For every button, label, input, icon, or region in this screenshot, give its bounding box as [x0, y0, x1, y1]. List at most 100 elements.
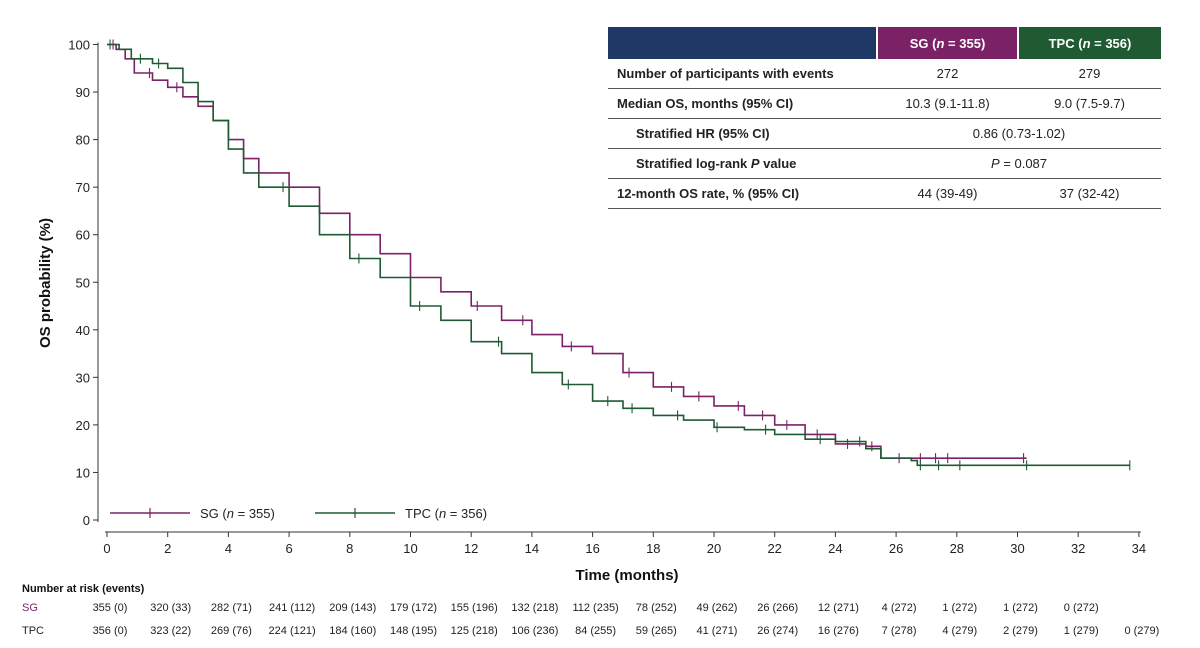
risk-cell-tpc: 269 (76): [211, 625, 252, 637]
risk-cell-sg: 26 (266): [757, 602, 798, 614]
risk-row-label-sg: SG: [22, 602, 38, 614]
x-tick-label: 2: [164, 541, 171, 556]
risk-cell-sg: 1 (272): [942, 602, 977, 614]
x-tick-label: 26: [889, 541, 903, 556]
risk-cell-tpc: 106 (236): [511, 625, 558, 637]
y-tick-label: 80: [76, 133, 90, 148]
x-tick-label: 28: [950, 541, 964, 556]
summary-label-median: Median OS, months (95% CI): [608, 88, 877, 119]
x-tick-label: 16: [585, 541, 599, 556]
risk-cell-tpc: 16 (276): [818, 625, 859, 637]
risk-cell-tpc: 224 (121): [269, 625, 316, 637]
y-axis-ticks: 0 10 20 30 40 50 60 70 80 90 100: [68, 38, 98, 528]
x-tick-label: 4: [225, 541, 232, 556]
risk-cell-sg: 4 (272): [882, 602, 917, 614]
risk-cell-sg: 78 (252): [636, 602, 677, 614]
risk-cell-tpc: 84 (255): [575, 625, 616, 637]
summary-value-median-tpc: 9.0 (7.5-9.7): [1018, 88, 1161, 119]
risk-cell-tpc: 2 (279): [1003, 625, 1038, 637]
risk-cell-sg: 320 (33): [150, 602, 191, 614]
series-lines: [107, 43, 1130, 467]
risk-cell-sg: 132 (218): [511, 602, 558, 614]
x-tick-label: 20: [707, 541, 721, 556]
risk-cell-sg: 112 (235): [572, 602, 618, 614]
x-tick-label: 10: [403, 541, 417, 556]
summary-row-events: Number of participants with events 272 2…: [608, 59, 1161, 89]
x-tick-label: 0: [103, 541, 110, 556]
y-tick-label: 50: [76, 275, 90, 290]
risk-cell-tpc: 323 (22): [150, 625, 191, 637]
summary-value-median-sg: 10.3 (9.1-11.8): [877, 88, 1018, 119]
summary-row-hr: Stratified HR (95% CI) 0.86 (0.73-1.02): [608, 118, 1161, 149]
risk-row-label-tpc: TPC: [22, 625, 44, 637]
series-line-sg: [107, 43, 1027, 459]
y-tick-label: 10: [76, 465, 90, 480]
y-tick-label: 90: [76, 85, 90, 100]
legend-label-tpc: TPC (n = 356): [405, 506, 487, 521]
risk-cell-sg: 179 (172): [390, 602, 437, 614]
risk-cell-tpc: 7 (278): [882, 625, 917, 637]
x-tick-label: 34: [1132, 541, 1146, 556]
risk-cell-sg: 0 (272): [1064, 602, 1099, 614]
summary-header-blank: [608, 27, 878, 59]
y-tick-label: 70: [76, 180, 90, 195]
summary-header-tpc: TPC (n = 356): [1018, 27, 1161, 59]
y-axis-label: OS probability (%): [37, 218, 54, 348]
risk-cell-tpc: 1 (279): [1064, 625, 1099, 637]
summary-label-hr: Stratified HR (95% CI): [608, 118, 877, 149]
x-tick-label: 24: [828, 541, 842, 556]
summary-row-logrank: Stratified log-rank P value P = 0.087: [608, 148, 1161, 179]
summary-value-hr: 0.86 (0.73-1.02): [877, 118, 1161, 149]
risk-cell-sg: 282 (71): [211, 602, 252, 614]
risk-cell-tpc: 0 (279): [1124, 625, 1159, 637]
risk-cell-sg: 209 (143): [329, 602, 376, 614]
summary-row-median: Median OS, months (95% CI) 10.3 (9.1-11.…: [608, 88, 1161, 119]
x-axis-label: Time (months): [575, 567, 678, 584]
summary-value-events-sg: 272: [877, 59, 1018, 89]
risk-cell-tpc: 184 (160): [329, 625, 376, 637]
summary-table: SG (n = 355) TPC (n = 356) Number of par…: [608, 27, 1161, 209]
risk-table: Number at risk (events) SG TPC 355 (0) 32…: [22, 583, 1159, 637]
x-axis-ticks: 0 2 4 6 8 10 12 14 16 18 20 22 24 26 28 30 32 34: [103, 532, 1146, 556]
risk-cell-tpc: 41 (271): [697, 625, 738, 637]
risk-cell-sg: 241 (112): [269, 602, 315, 614]
risk-cell-sg: 355 (0): [93, 602, 128, 614]
risk-cell-tpc: 148 (195): [390, 625, 437, 637]
x-tick-label: 14: [525, 541, 539, 556]
summary-label-rate12: 12-month OS rate, % (95% CI): [608, 178, 877, 209]
y-tick-label: 60: [76, 228, 90, 243]
summary-header-row: SG (n = 355) TPC (n = 356): [608, 27, 1161, 59]
summary-value-logrank: P = 0.087: [877, 148, 1161, 179]
summary-row-rate12: 12-month OS rate, % (95% CI) 44 (39-49) …: [608, 178, 1161, 209]
y-tick-label: 0: [83, 513, 90, 528]
risk-cell-tpc: 4 (279): [942, 625, 977, 637]
risk-cell-sg: 1 (272): [1003, 602, 1038, 614]
legend-label-sg: SG (n = 355): [200, 506, 275, 521]
summary-label-logrank: Stratified log-rank P value: [608, 148, 877, 179]
x-tick-label: 30: [1010, 541, 1024, 556]
risk-cell-tpc: 59 (265): [636, 625, 677, 637]
risk-cell-sg: 155 (196): [451, 602, 498, 614]
risk-table-title: Number at risk (events): [22, 583, 145, 595]
summary-label-events: Number of participants with events: [608, 59, 877, 89]
summary-value-events-tpc: 279: [1018, 59, 1161, 89]
x-tick-label: 18: [646, 541, 660, 556]
risk-cell-tpc: 125 (218): [451, 625, 498, 637]
x-tick-label: 12: [464, 541, 478, 556]
y-tick-label: 30: [76, 370, 90, 385]
y-tick-label: 100: [68, 38, 90, 53]
risk-cell-tpc: 26 (274): [757, 625, 798, 637]
x-tick-label: 32: [1071, 541, 1085, 556]
x-tick-label: 22: [767, 541, 781, 556]
y-tick-label: 40: [76, 323, 90, 338]
summary-value-rate12-tpc: 37 (32-42): [1018, 178, 1161, 209]
series-line-tpc: [107, 43, 1130, 467]
x-tick-label: 6: [285, 541, 292, 556]
summary-value-rate12-sg: 44 (39-49): [877, 178, 1018, 209]
summary-header-sg: SG (n = 355): [877, 27, 1019, 59]
risk-cell-sg: 12 (271): [818, 602, 859, 614]
legend: SG (n = 355) TPC (n = 356): [110, 506, 487, 521]
censor-marks: [109, 39, 1131, 471]
x-tick-label: 8: [346, 541, 353, 556]
